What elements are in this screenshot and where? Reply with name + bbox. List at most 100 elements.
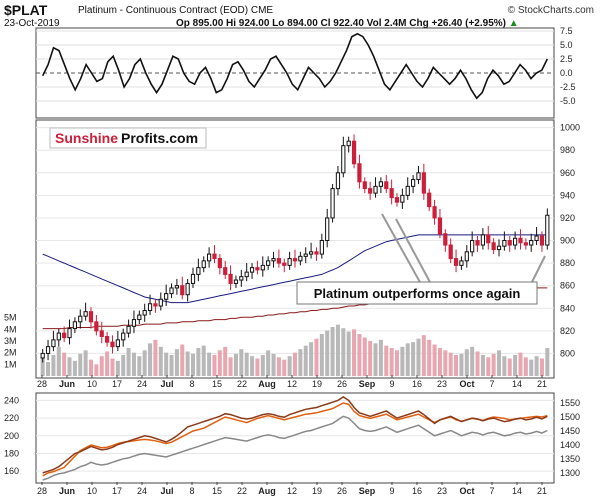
- candle-body: [126, 325, 131, 334]
- x-axis-label-top: 28: [37, 379, 47, 389]
- volume-bar: [400, 346, 405, 376]
- volume-bar: [126, 348, 131, 376]
- x-axis-label-bottom: 21: [537, 486, 547, 496]
- x-axis-label-top: Sep: [359, 379, 376, 389]
- comparison-left-tick-label: 160: [4, 466, 19, 476]
- candle-body: [523, 242, 528, 246]
- candle-body: [196, 267, 201, 275]
- watermark-part2: Profits.com: [121, 130, 198, 146]
- x-axis-label-bottom: 17: [112, 486, 122, 496]
- comparison-series-line: [42, 415, 548, 481]
- candle-body: [475, 240, 480, 246]
- volume-bar: [271, 353, 276, 376]
- candle-body: [453, 258, 459, 266]
- candle-body: [486, 234, 491, 244]
- candle-body: [303, 253, 308, 257]
- candle-body: [534, 235, 539, 242]
- volume-bar: [121, 355, 126, 376]
- candle-body: [405, 185, 410, 196]
- oscillator-tick-label: 0.0: [560, 68, 573, 78]
- volume-bar: [212, 355, 217, 376]
- volume-bar: [88, 359, 94, 376]
- volume-bar: [496, 350, 502, 376]
- candle-body: [427, 192, 432, 208]
- x-axis-label-bottom: 24: [137, 486, 147, 496]
- candle-body: [410, 179, 416, 187]
- candle-body: [180, 285, 185, 296]
- comparison-left-tick-label: 220: [4, 413, 19, 423]
- oscillator-tick-label: 7.5: [560, 26, 573, 36]
- volume-bar: [266, 350, 271, 376]
- volume-bar: [282, 359, 287, 376]
- volume-bar: [51, 355, 56, 376]
- candle-body: [292, 258, 298, 262]
- comparison-series-line: [42, 396, 548, 474]
- volume-bar: [480, 355, 485, 376]
- volume-bar: [287, 356, 292, 376]
- volume-bar: [169, 355, 174, 376]
- candle-body: [260, 264, 265, 271]
- volume-bar: [325, 330, 330, 376]
- x-axis-label-bottom: Jun: [59, 486, 75, 496]
- x-axis-label-top: 12: [287, 379, 297, 389]
- copyright-label: © StockCharts.com: [507, 5, 594, 16]
- x-axis-label-bottom: 7: [489, 486, 494, 496]
- candle-body: [131, 319, 137, 327]
- candle-body: [325, 217, 330, 242]
- candle-body: [421, 172, 426, 194]
- volume-bar: [110, 358, 115, 376]
- x-axis-label-top: 8: [189, 379, 194, 389]
- volume-bar: [46, 362, 51, 376]
- volume-bar: [62, 352, 67, 376]
- volume-bar: [427, 339, 432, 376]
- volume-tick-label: 1M: [4, 359, 17, 369]
- volume-bar: [303, 345, 308, 376]
- volume-bar: [309, 342, 314, 376]
- volume-bar: [405, 343, 410, 376]
- candle-body: [72, 321, 78, 330]
- x-axis-label-bottom: 9: [389, 486, 394, 496]
- ma-short-line: [42, 234, 548, 304]
- x-axis-label-bottom: 12: [287, 486, 297, 496]
- volume-bar: [276, 357, 281, 376]
- candle-body: [190, 273, 196, 284]
- candle-body: [287, 258, 292, 266]
- candle-body: [357, 163, 362, 183]
- candle-body: [502, 240, 507, 247]
- volume-bar: [67, 357, 72, 376]
- chart-date: 23-Oct-2019: [4, 18, 60, 29]
- candle-body: [88, 311, 94, 323]
- candle-body: [437, 217, 443, 235]
- price-tick-label: 940: [560, 190, 575, 200]
- volume-bar: [357, 334, 362, 376]
- candle-body: [212, 253, 217, 260]
- candle-body: [443, 233, 448, 246]
- candle-body: [459, 260, 464, 266]
- volume-bar: [78, 353, 83, 376]
- annotation-text: Platinum outperforms once again: [314, 286, 521, 301]
- x-axis-label-bottom: 19: [312, 486, 322, 496]
- candle-body: [298, 255, 303, 262]
- candle-body: [45, 346, 51, 354]
- volume-bar: [529, 359, 534, 376]
- description-line: Platinum - Continuous Contract (EOD) CME: [78, 5, 273, 16]
- candle-body: [389, 188, 394, 199]
- volume-bar: [486, 357, 491, 376]
- comparison-right-tick-label: 1400: [560, 440, 580, 450]
- candle-body: [104, 335, 110, 343]
- x-axis-label-bottom: 22: [237, 486, 247, 496]
- candle-body: [153, 303, 158, 307]
- comparison-panel-frame: [35, 392, 555, 484]
- exchange-name: CME: [250, 5, 274, 16]
- volume-bar: [470, 346, 475, 376]
- volume-bar: [158, 346, 163, 376]
- volume-bar: [341, 328, 346, 376]
- candle-body: [94, 321, 99, 332]
- candle-body: [78, 315, 83, 323]
- volume-bar: [190, 353, 196, 376]
- candle-body: [67, 328, 72, 339]
- candle-body: [346, 140, 351, 147]
- volume-bar: [99, 356, 104, 376]
- candle-body: [174, 285, 180, 289]
